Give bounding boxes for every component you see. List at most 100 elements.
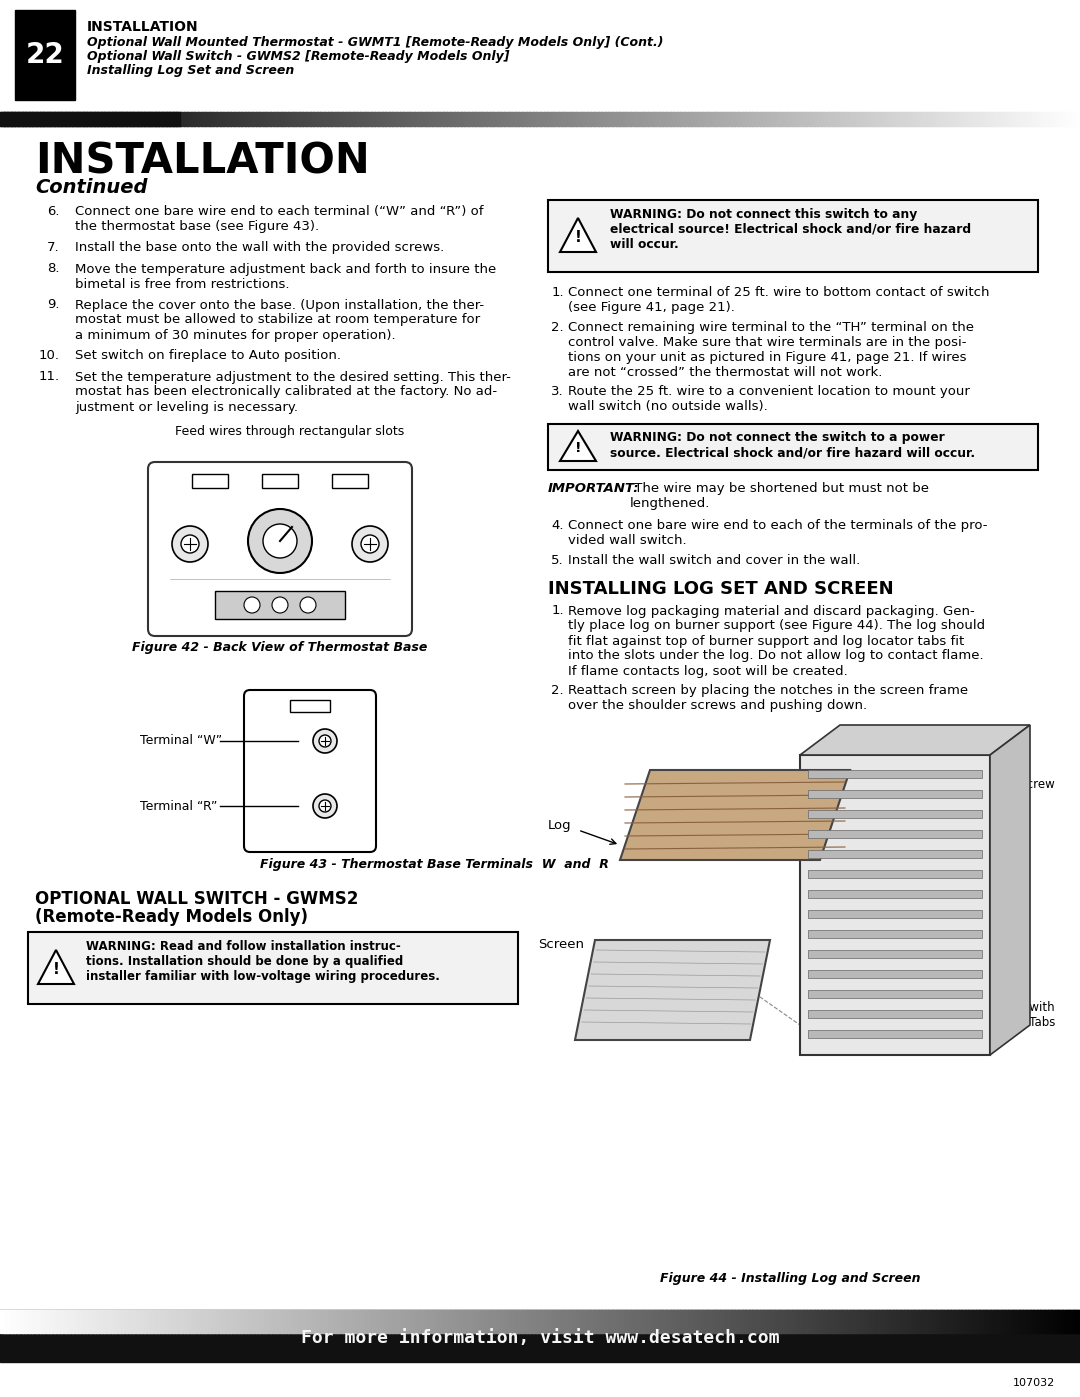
Bar [861, 1310, 865, 1333]
Bar [111, 112, 117, 126]
Bar [850, 1310, 854, 1333]
Bar [1001, 1310, 1005, 1333]
Bar [208, 1310, 214, 1333]
Bar [1058, 112, 1063, 126]
Bar [375, 112, 379, 126]
Bar [688, 112, 692, 126]
Circle shape [244, 597, 260, 613]
Bar [572, 112, 577, 126]
Bar [921, 112, 927, 126]
Bar [781, 1310, 786, 1333]
Bar [198, 1310, 203, 1333]
Bar [184, 1310, 188, 1333]
Bar [612, 112, 617, 126]
Bar [400, 1310, 404, 1333]
Bar [302, 112, 307, 126]
Bar [154, 1310, 160, 1333]
Bar [594, 1310, 598, 1333]
Bar [457, 112, 462, 126]
Bar [511, 112, 516, 126]
Bar [100, 112, 106, 126]
Bar [576, 1310, 581, 1333]
Bar [727, 112, 732, 126]
Bar [764, 1310, 768, 1333]
Bar [356, 1310, 361, 1333]
Polygon shape [620, 770, 850, 861]
Bar [918, 112, 922, 126]
Text: The wire may be shortened but must not be
lengthened.: The wire may be shortened but must not b… [630, 482, 929, 510]
Bar [756, 1310, 760, 1333]
Bar [256, 1310, 260, 1333]
Bar [702, 1310, 706, 1333]
Bar [1072, 112, 1078, 126]
Bar [346, 1310, 350, 1333]
Bar [478, 112, 484, 126]
Bar [370, 1310, 376, 1333]
Bar [497, 1310, 501, 1333]
Bar [662, 1310, 667, 1333]
Bar [137, 112, 141, 126]
Bar [785, 112, 789, 126]
Bar [407, 112, 411, 126]
Bar [731, 112, 735, 126]
Bar [518, 112, 523, 126]
Bar [648, 112, 652, 126]
Bar [76, 1310, 80, 1333]
Bar [133, 1310, 138, 1333]
Bar [100, 1310, 106, 1333]
Bar [551, 1310, 555, 1333]
Bar [1077, 1310, 1080, 1333]
Circle shape [248, 509, 312, 573]
Bar [886, 1310, 890, 1333]
Bar [3, 112, 9, 126]
Bar [165, 1310, 171, 1333]
Bar [248, 1310, 253, 1333]
Bar [252, 1310, 257, 1333]
Bar [807, 112, 811, 126]
Bar [943, 112, 948, 126]
Bar [608, 112, 613, 126]
Bar [224, 112, 228, 126]
Text: WARNING: Do not connect the switch to a power
source. Electrical shock and/or fi: WARNING: Do not connect the switch to a … [610, 432, 975, 460]
Bar [130, 112, 134, 126]
Bar [792, 1310, 797, 1333]
Bar [335, 112, 339, 126]
Text: Log: Log [548, 819, 571, 831]
Bar [839, 112, 843, 126]
Bar [778, 1310, 782, 1333]
Bar [424, 1310, 430, 1333]
Bar [774, 112, 779, 126]
Bar [241, 112, 246, 126]
Bar [278, 1310, 282, 1333]
Bar [313, 112, 318, 126]
Bar [645, 1310, 649, 1333]
Bar [72, 1310, 77, 1333]
Bar [659, 112, 663, 126]
Bar [32, 1310, 37, 1333]
Bar [940, 1310, 944, 1333]
Bar [83, 1310, 87, 1333]
Bar [799, 1310, 804, 1333]
Bar [324, 112, 328, 126]
Bar [958, 112, 962, 126]
Bar [994, 1310, 998, 1333]
Bar [602, 1310, 606, 1333]
Bar [818, 1310, 822, 1333]
Bar [997, 112, 1002, 126]
Bar [742, 1310, 746, 1333]
Bar [407, 1310, 411, 1333]
Bar [79, 112, 84, 126]
Bar [954, 1310, 959, 1333]
Bar [808, 770, 982, 778]
Circle shape [319, 800, 330, 812]
Bar [378, 112, 382, 126]
Bar [392, 1310, 397, 1333]
Bar [349, 1310, 354, 1333]
Bar [324, 1310, 328, 1333]
Bar [440, 1310, 444, 1333]
Bar [537, 112, 541, 126]
Bar [1008, 112, 1013, 126]
Text: WARNING: Do not connect this switch to any
electrical source! Electrical shock a: WARNING: Do not connect this switch to a… [610, 208, 971, 251]
Bar [799, 112, 804, 126]
Bar [767, 112, 771, 126]
